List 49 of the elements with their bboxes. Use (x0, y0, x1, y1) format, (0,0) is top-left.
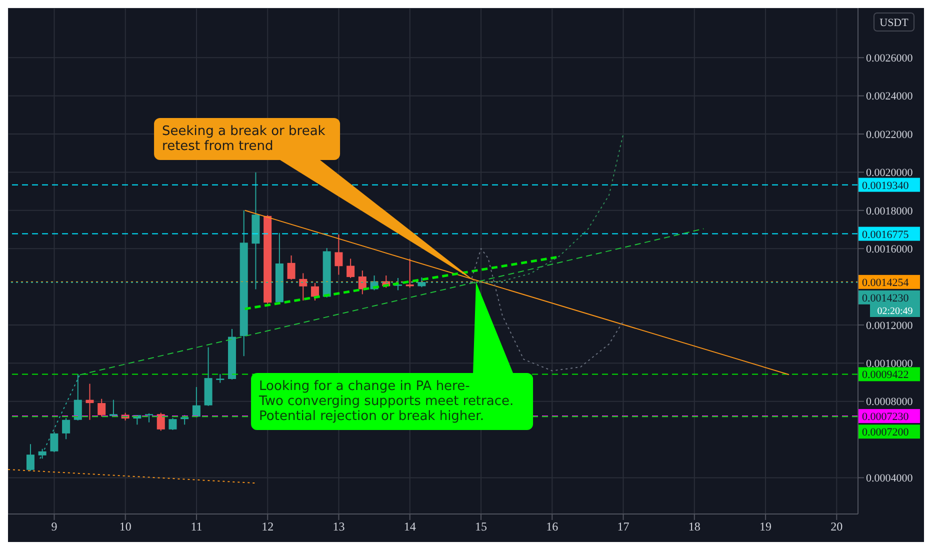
candlestick (156, 412, 165, 432)
y-tick-label: 0.0020000 (866, 167, 914, 180)
x-tick-label: 11 (190, 520, 202, 534)
y-tick-label: 0.0022000 (866, 128, 914, 141)
x-tick-label: 19 (760, 520, 772, 534)
candlestick (358, 270, 366, 295)
candlestick (86, 383, 94, 420)
candlestick (192, 386, 200, 418)
candlestick (311, 282, 319, 302)
text: 02:20:49 (877, 306, 913, 318)
candlestick (168, 418, 177, 430)
candlestick (299, 272, 308, 302)
ref-line-label: 0.0019340 (862, 180, 910, 192)
candlestick (346, 258, 355, 278)
x-tick-label: 20 (830, 520, 843, 534)
x-tick-label: 17 (617, 520, 630, 534)
y-tick-label: 0.0018000 (866, 205, 914, 218)
x-tick-label: 13 (332, 520, 345, 534)
annotation: Looking for a change in PA here- Two converging supports meet retrace. Potential rejection or break higher. (258, 379, 514, 424)
candlestick (26, 444, 34, 472)
ref-line-label: 0.0016775 (862, 228, 910, 241)
line-series (470, 248, 624, 372)
y-tick-label: 0.0026000 (866, 52, 914, 65)
y-tick-label: 0.0024000 (866, 90, 914, 103)
ref-line-label: 0.0007200 (862, 426, 910, 439)
candlestick (50, 431, 58, 453)
candlestick (98, 398, 106, 418)
ref-line-label: 0.0014254 (862, 276, 910, 289)
y-tick-label: 0.0016000 (866, 243, 914, 256)
ref-line-label: 0.0014230 (862, 292, 910, 304)
x-tick-label: 9 (51, 520, 58, 534)
x-tick-label: 12 (262, 520, 274, 534)
y-tick-label: 0.0012000 (866, 320, 914, 332)
y-tick-label: 0.0008000 (866, 396, 914, 408)
candlestick (334, 234, 343, 276)
x-tick-label: 18 (688, 520, 700, 534)
x-tick-label: 14 (404, 520, 416, 534)
x-tick-label: 15 (475, 520, 488, 534)
x-tick-label: 10 (119, 520, 132, 534)
ref-line-label: 0.0007230 (862, 411, 910, 424)
line-series (473, 134, 624, 284)
y-tick-label: 0.0004000 (866, 472, 914, 485)
annotation: Seeking a break or break retest from trend (162, 124, 326, 154)
ref-line-label: 0.0009422 (862, 369, 909, 382)
candlestick (180, 414, 189, 426)
candlestick (287, 254, 296, 280)
candlestick (62, 418, 70, 440)
y-axis-title: USDT (880, 17, 909, 29)
x-tick-label: 16 (546, 520, 558, 534)
